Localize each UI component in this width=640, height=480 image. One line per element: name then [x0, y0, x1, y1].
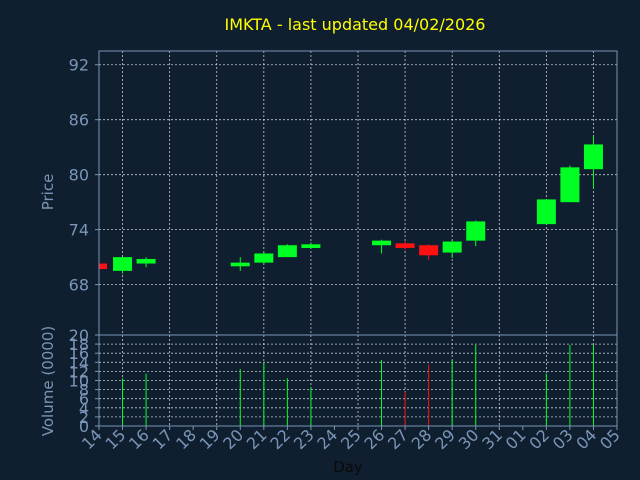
candle-body-26	[372, 240, 392, 246]
volume-y-tick-label: 18	[69, 335, 89, 354]
candle-body-15	[113, 257, 133, 271]
candle-body-14	[99, 263, 107, 270]
volume-y-tick-label: 10	[69, 372, 89, 391]
candle-body-16	[136, 258, 156, 264]
candle-body-30	[466, 221, 486, 241]
candle-body-22	[277, 245, 297, 258]
volume-y-tick-label: 6	[79, 390, 89, 409]
price-gridlines	[99, 51, 617, 335]
candle-body-27	[395, 243, 415, 248]
volume-y-tick-label: 16	[69, 344, 89, 363]
volume-y-tick-label: 20	[69, 326, 89, 345]
candle-body-29	[442, 241, 462, 253]
price-y-ticks: 68 74 80 86 92	[69, 56, 99, 295]
day-x-ticks: 1415161718192021222324252627282930310102…	[78, 425, 624, 453]
day-axis-label: Day	[333, 458, 363, 476]
price-candles	[98, 136, 603, 274]
chart-title: IMKTA - last updated 04/02/2026	[225, 15, 486, 34]
price-axis-label: Price	[39, 174, 57, 211]
volume-y-tick-label: 4	[79, 399, 89, 418]
candle-body-28	[419, 245, 439, 256]
volume-y-tick-label: 0	[79, 417, 89, 436]
volume-y-tick-label: 14	[69, 353, 89, 372]
volume-axis-label: Volume (0000)	[39, 326, 57, 436]
candle-body-23	[301, 244, 321, 248]
price-panel: 68 74 80 86 92 Price	[39, 50, 618, 336]
candle-body-21	[254, 253, 274, 263]
price-y-tick-label: 74	[69, 221, 89, 240]
volume-y-tick-label: 8	[79, 381, 89, 400]
price-y-tick-label: 80	[69, 166, 89, 185]
candle-body-03	[560, 167, 580, 203]
candle-body-04	[583, 144, 603, 170]
price-y-tick-label: 92	[69, 56, 89, 75]
candle-body-02	[536, 199, 556, 225]
price-y-tick-label: 86	[69, 111, 89, 130]
volume-y-tick-label: 12	[69, 362, 89, 381]
price-y-tick-label: 68	[69, 276, 89, 295]
volume-y-tick-label: 2	[79, 408, 89, 427]
candle-body-20	[230, 262, 250, 267]
volume-bars	[122, 345, 594, 426]
